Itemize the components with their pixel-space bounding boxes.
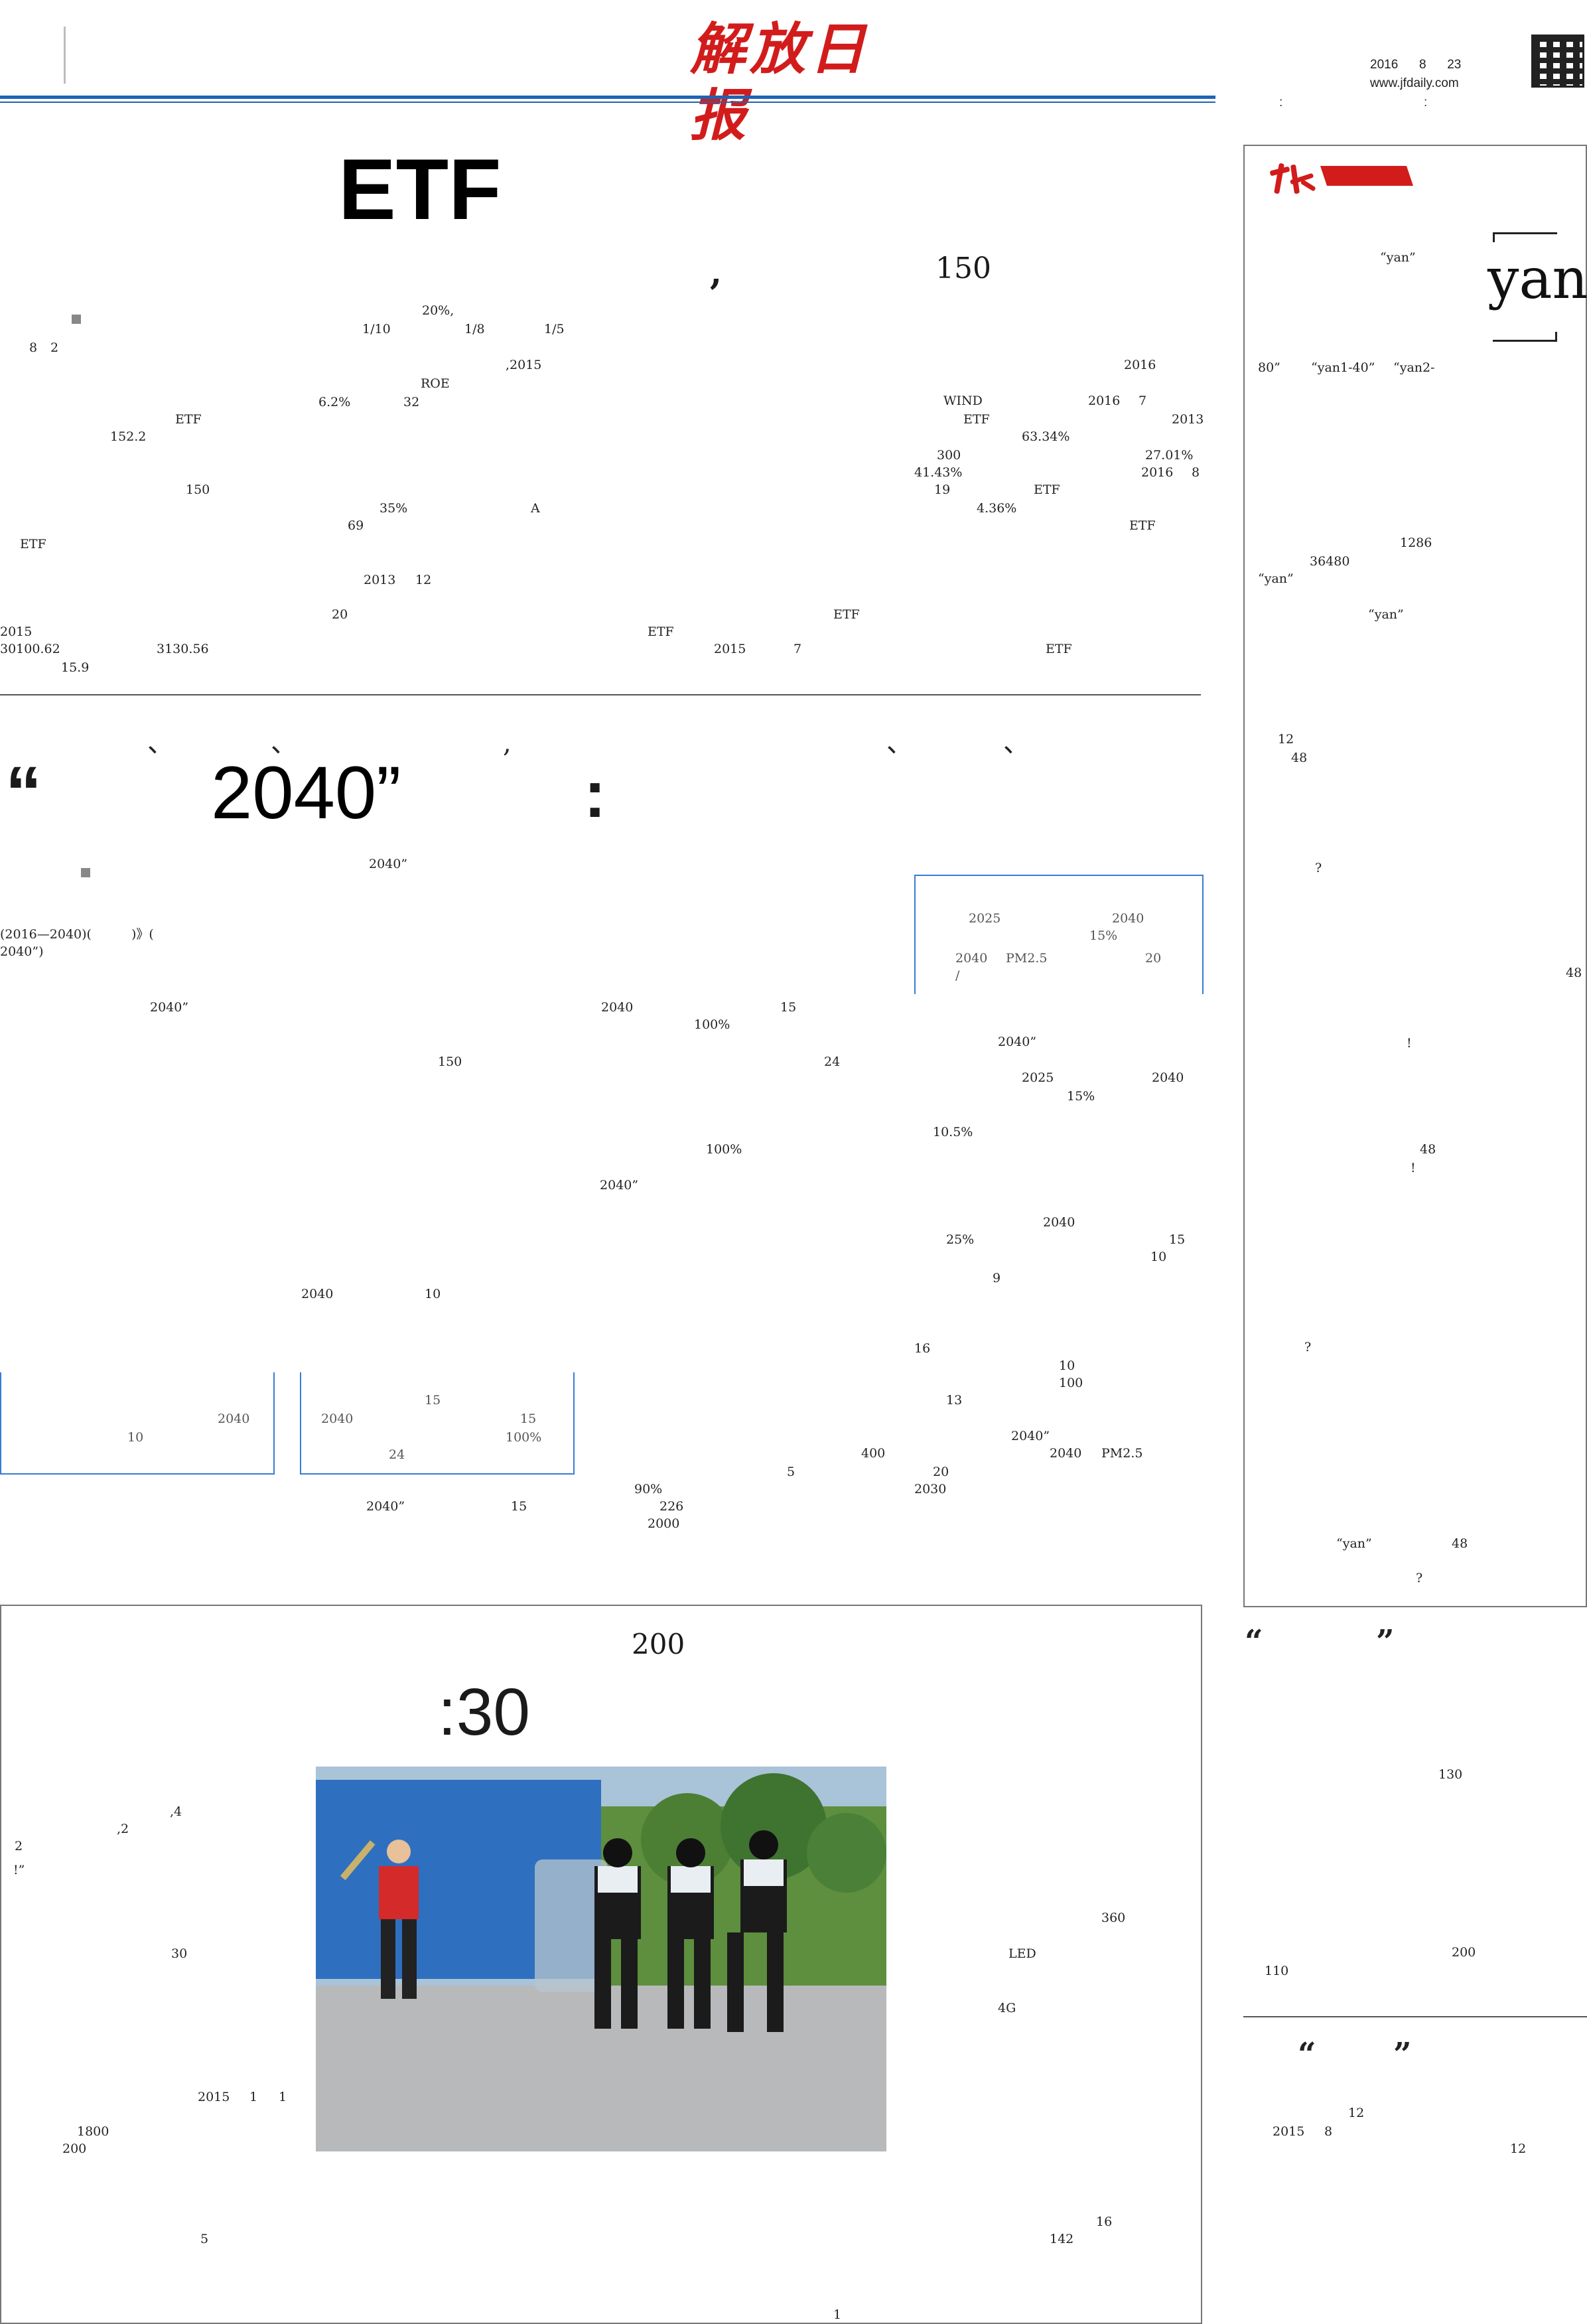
plan-headline-quote: “ — [5, 752, 42, 834]
sidebar-bracket-bottom — [1493, 332, 1557, 342]
qr-code-icon — [1531, 35, 1584, 88]
etf-subhead-comma: , — [710, 252, 723, 293]
plan-info-box-middle: 15 2040 15 100% 24 — [300, 1372, 575, 1475]
section-divider — [0, 694, 1201, 695]
plan-headline: 2040” — [211, 751, 401, 834]
plan-headline-colon: : — [584, 757, 606, 832]
plan-info-box-left: 2040 10 — [0, 1372, 275, 1475]
newspaper-logo: 解放日报 — [690, 16, 870, 148]
etf-subhead-number: 150 — [935, 252, 991, 285]
issue-info: 2016 8 23 www.jfdaily.com — [1370, 56, 1529, 93]
sidebar-bracket-top — [1493, 232, 1557, 242]
masthead-left-rule — [64, 27, 66, 84]
masthead-rule — [0, 96, 1215, 99]
sidebar-logo-calligraphy-mark — [1270, 163, 1316, 194]
website-link[interactable]: www.jfdaily.com — [1370, 76, 1459, 90]
etf-headline: ETF — [338, 141, 502, 238]
issue-date: 2016 8 23 — [1370, 58, 1462, 72]
police-drill-photo — [316, 1767, 886, 2151]
masthead-colon-b: : — [1424, 96, 1428, 109]
masthead-rule-thin — [0, 102, 1215, 103]
plan-info-box-right: 2025 2040 15% 2040 PM2.5 20 / — [914, 875, 1204, 994]
police-drill-illustration — [316, 1767, 886, 2151]
sidebar-column-label: yan — [1487, 246, 1587, 311]
sidebar-column-frame — [1243, 145, 1587, 1607]
emergency-subhead: 200 — [632, 1628, 685, 1660]
emergency-headline: :30 — [438, 1675, 531, 1749]
masthead-colon-a: : — [1279, 96, 1283, 109]
article-start-marker-2 — [81, 868, 90, 877]
brief-divider — [1243, 2016, 1587, 2017]
sidebar-logo-graphic — [1270, 163, 1413, 194]
article-start-marker — [72, 315, 81, 324]
sidebar-logo — [1267, 154, 1413, 200]
